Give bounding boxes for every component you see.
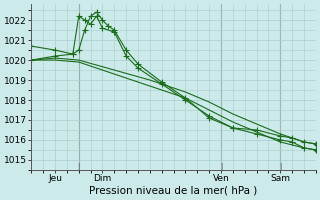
Text: |: | bbox=[279, 163, 282, 170]
Text: |: | bbox=[77, 163, 80, 170]
Text: |: | bbox=[220, 163, 222, 170]
X-axis label: Pression niveau de la mer( hPa ): Pression niveau de la mer( hPa ) bbox=[90, 186, 258, 196]
